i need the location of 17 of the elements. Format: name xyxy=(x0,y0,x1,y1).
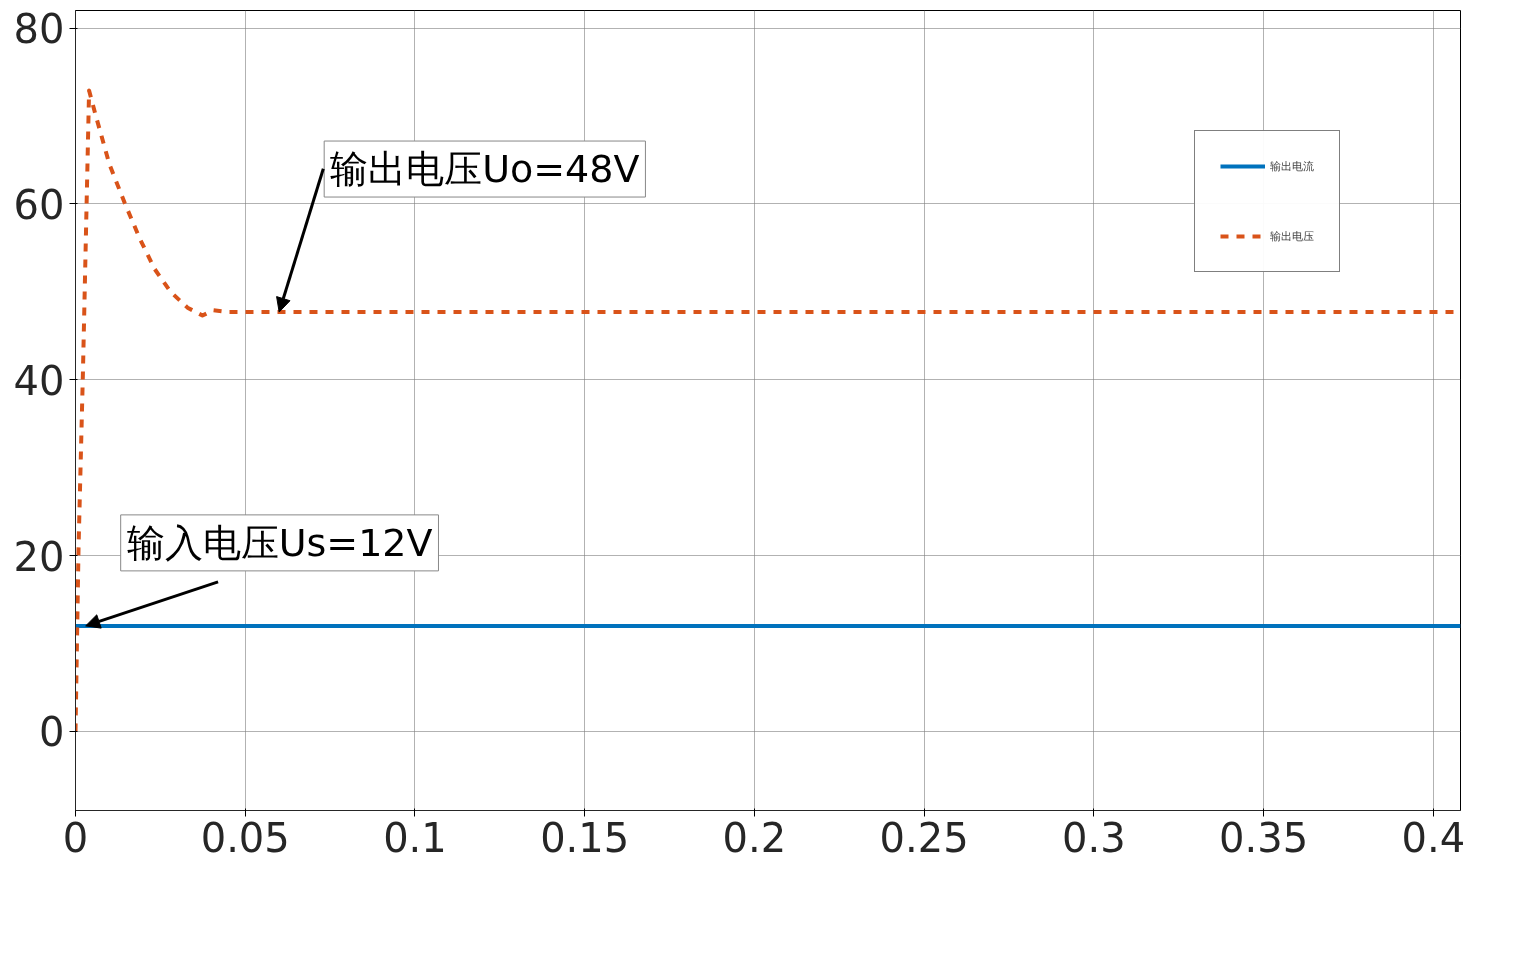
annotation: 输出电压Uo=48V xyxy=(330,147,640,192)
x-tick-label: 0.2 xyxy=(722,814,787,861)
x-tick-label: 0.25 xyxy=(879,814,969,861)
y-tick-label: 20 xyxy=(13,533,65,580)
x-tick-label: 0.4 xyxy=(1401,814,1466,861)
x-tick-label: 0.35 xyxy=(1219,814,1309,861)
x-tick-label: 0.05 xyxy=(200,814,290,861)
legend-label: 输出电流 xyxy=(1270,158,1314,174)
x-tick-label: 0.3 xyxy=(1062,814,1126,861)
y-tick-label: 0 xyxy=(39,709,65,756)
y-tick-label: 80 xyxy=(13,6,65,53)
annotation: 输入电压Us=12V xyxy=(126,520,433,565)
x-tick-label: 0.15 xyxy=(540,814,630,861)
legend-label: 输出电压 xyxy=(1270,228,1314,244)
y-tick-label: 40 xyxy=(13,357,65,404)
x-tick-label: 0.1 xyxy=(383,814,447,861)
y-tick-label: 60 xyxy=(13,181,65,228)
